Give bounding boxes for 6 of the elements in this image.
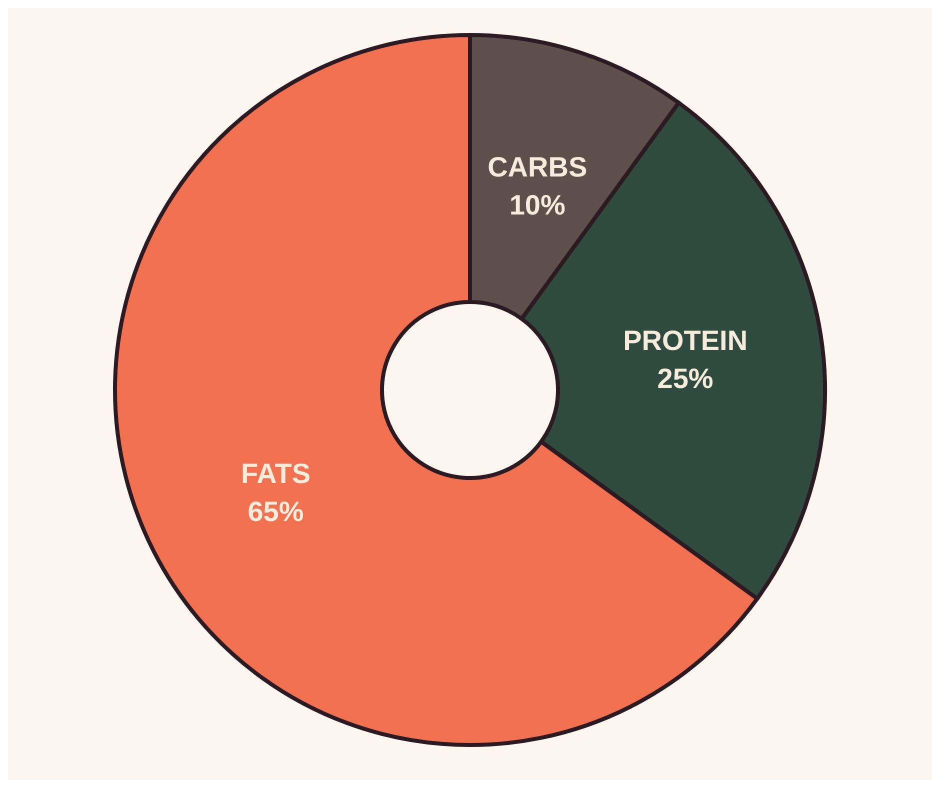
slice-label: PROTEIN <box>623 324 748 356</box>
slice-label: CARBS <box>488 152 588 183</box>
data-label: 25% <box>657 362 714 394</box>
data-label: 10% <box>509 190 566 221</box>
data-label: 65% <box>248 496 304 527</box>
slice-label: FATS <box>241 458 311 489</box>
